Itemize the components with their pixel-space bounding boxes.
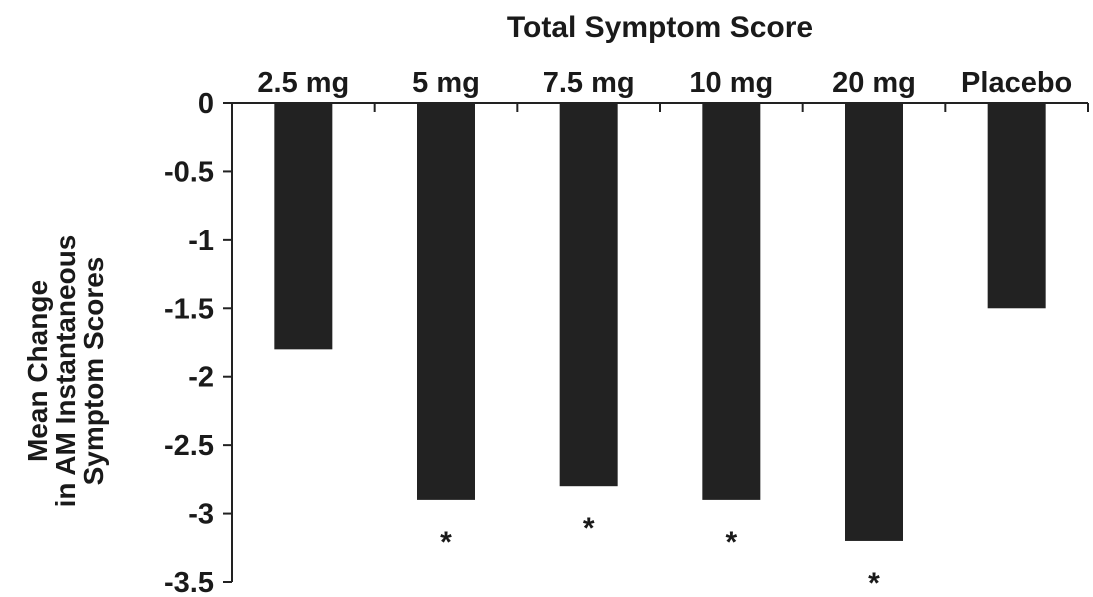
significance-mark: * [440,526,452,559]
axes [231,102,1089,582]
significance-mark: * [583,512,595,545]
category-labels: 2.5 mg 5 mg 7.5 mg 10 mg 20 mg Placebo [257,67,1072,99]
bar [417,103,475,500]
y-axis-label: Mean Change in AM Instantaneous Symptom … [22,235,109,508]
category-label: 2.5 mg [257,67,349,99]
y-ticks: 0 -0.5 -1 -1.5 -2 -2.5 -3 -3.5 [164,88,232,597]
category-label: 5 mg [412,67,480,99]
category-label: 10 mg [689,67,773,99]
y-tick-label: 0 [198,88,214,120]
y-tick-label: -2.5 [164,430,214,462]
bar [274,103,333,350]
bar [559,103,618,487]
category-label: 7.5 mg [543,67,635,99]
significance-mark: * [725,526,737,559]
y-tick-label: -0.5 [164,156,214,188]
bar [987,103,1046,309]
y-axis-label-line-2: in AM Instantaneous [50,235,81,508]
bars [274,103,1046,541]
y-tick-label: -1.5 [164,293,214,325]
chart-title: Total Symptom Score [507,11,813,44]
bar [845,103,903,541]
bar [702,103,761,500]
y-axis-label-line-3: Symptom Scores [78,257,109,486]
y-tick-label: -2 [188,362,214,394]
significance-marks: * * * * [440,512,880,597]
y-tick-label: -3.5 [164,567,214,597]
category-label: 20 mg [832,67,916,99]
y-tick-label: -1 [188,225,214,257]
category-label: Placebo [961,67,1072,99]
y-tick-label: -3 [188,499,214,531]
y-axis-label-line-1: Mean Change [22,280,53,462]
significance-mark: * [868,567,880,597]
